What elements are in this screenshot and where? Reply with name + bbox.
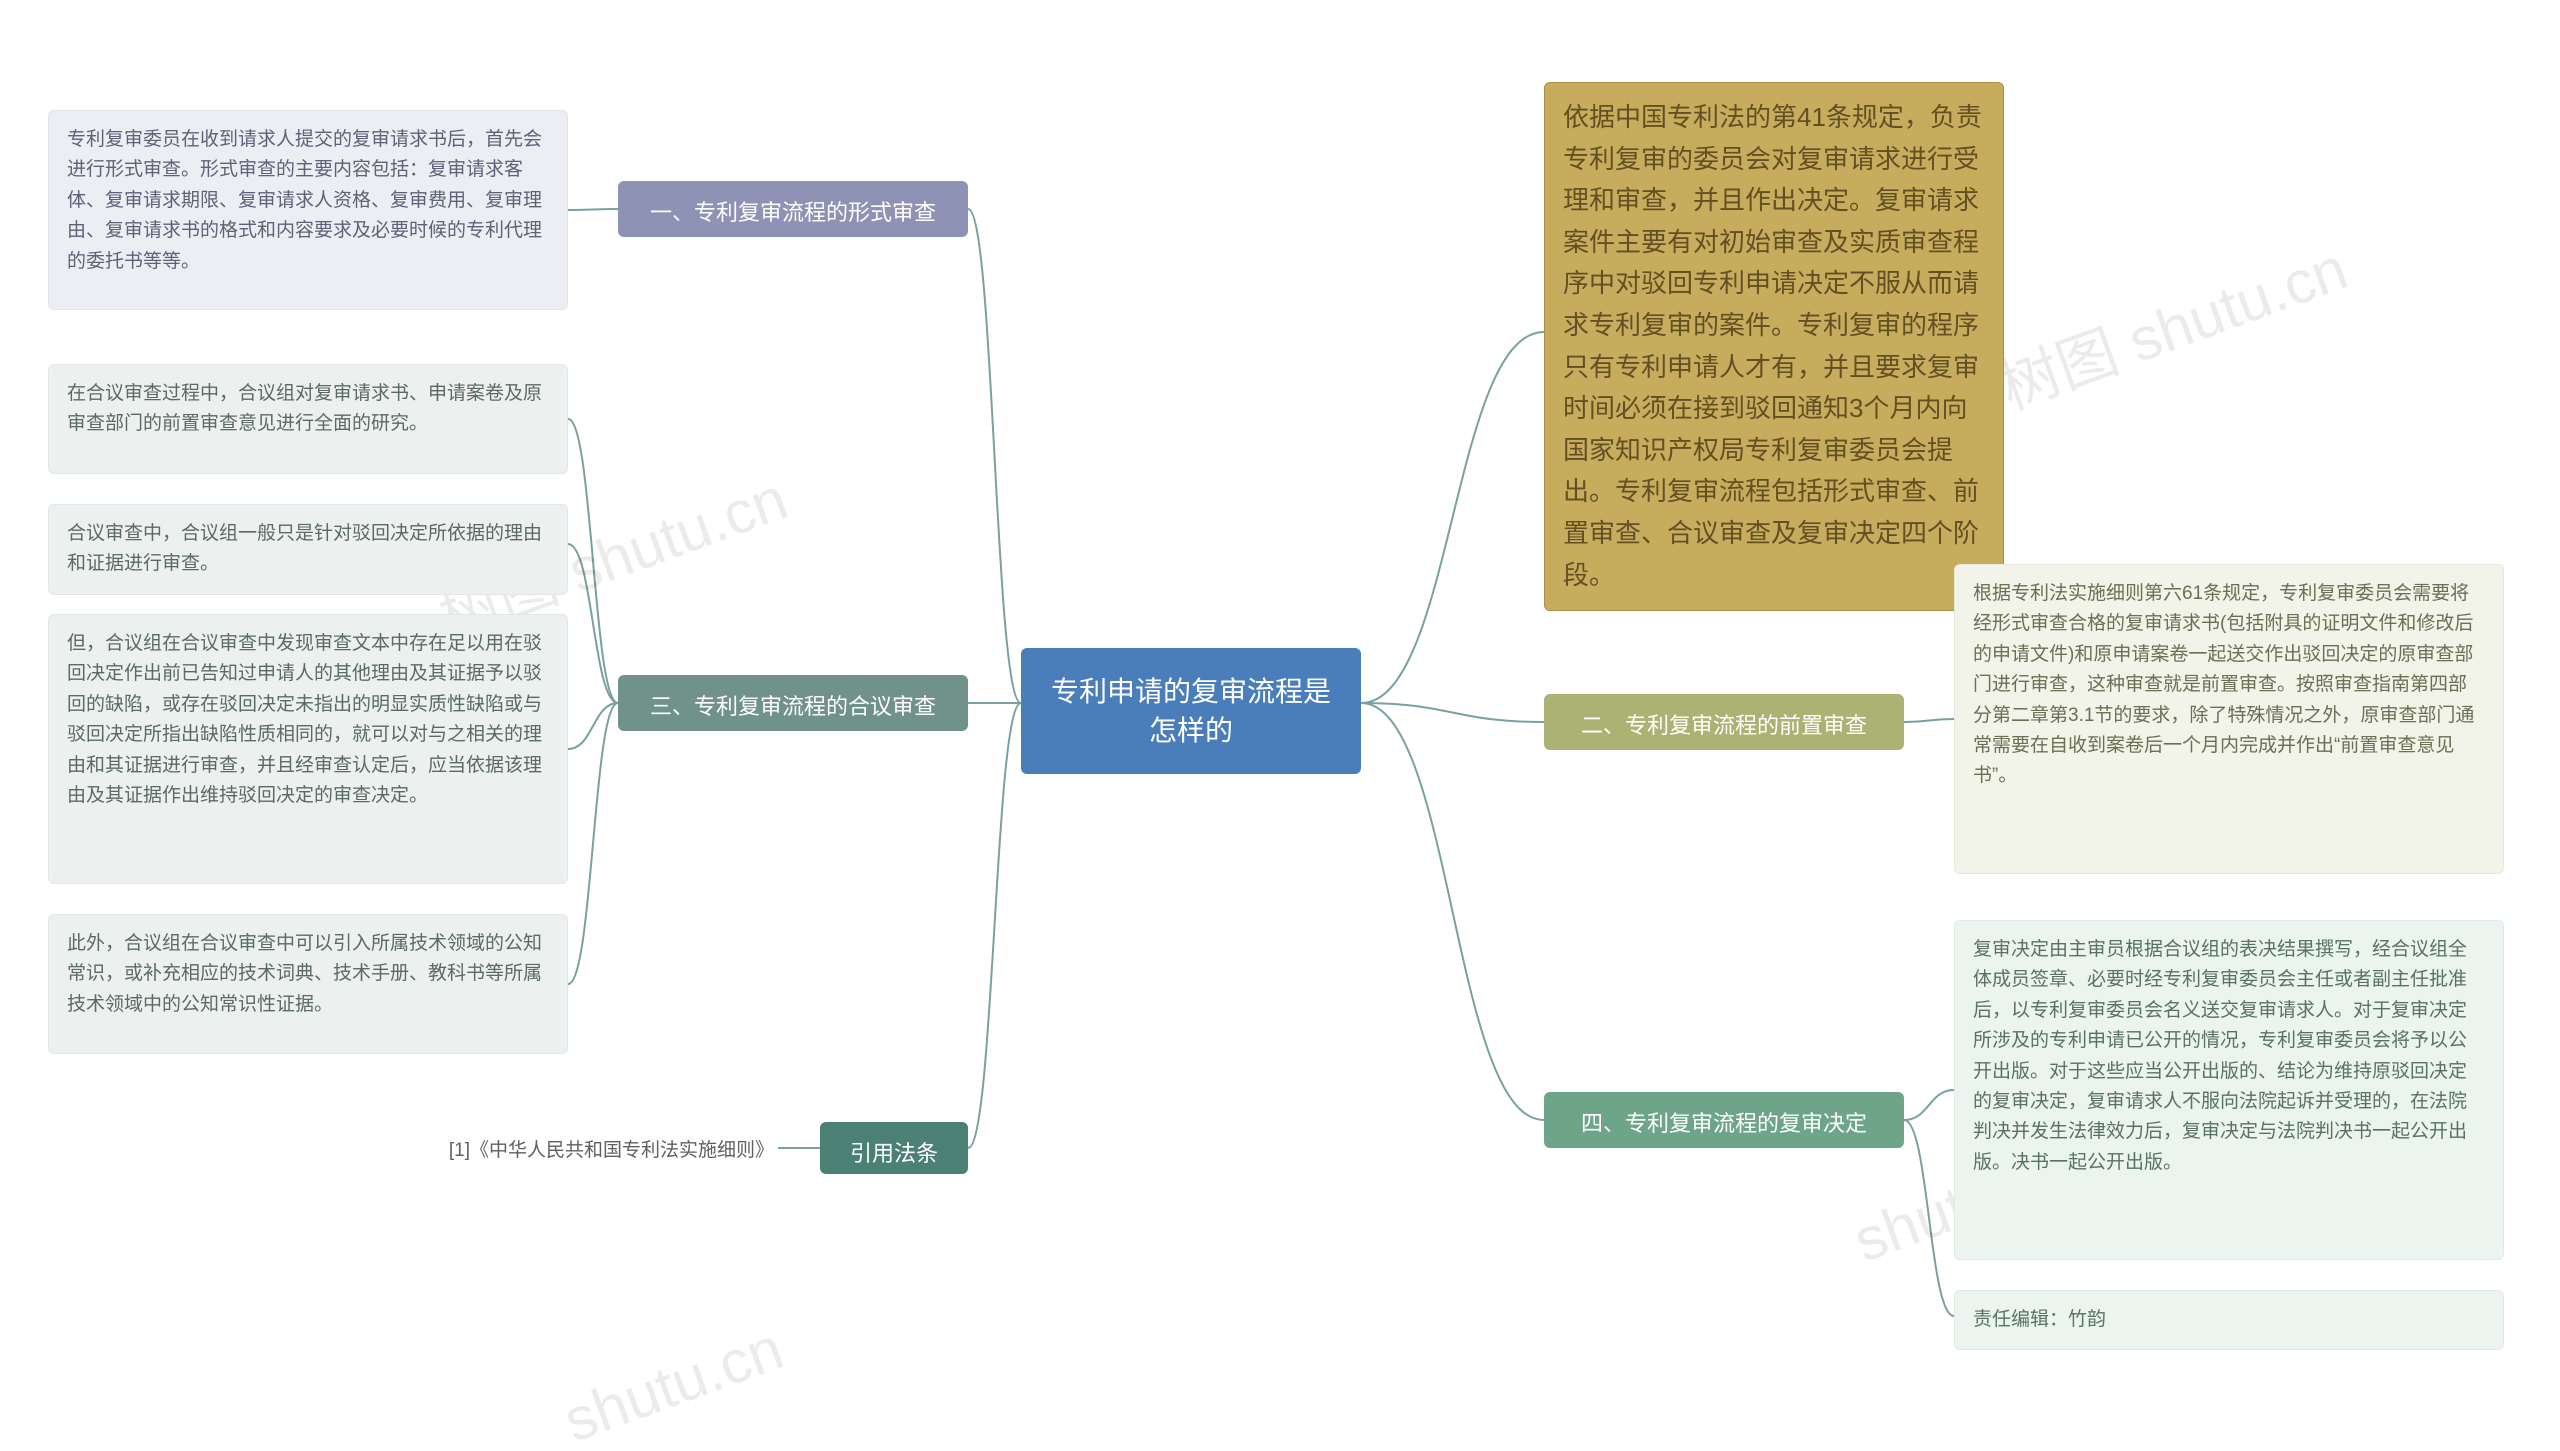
leaf-node[interactable]: 在合议审查过程中，合议组对复审请求书、申请案卷及原审查部门的前置审查意见进行全面…: [48, 364, 568, 474]
leaf-node[interactable]: 但，合议组在合议审查中发现审查文本中存在足以用在驳回决定作出前已告知过申请人的其…: [48, 614, 568, 884]
leaf-node[interactable]: [1]《中华人民共和国专利法实施细则》: [358, 1128, 778, 1174]
leaf-node[interactable]: 根据专利法实施细则第六61条规定，专利复审委员会需要将经形式审查合格的复审请求书…: [1954, 564, 2504, 874]
branch-node[interactable]: 引用法条: [820, 1122, 968, 1174]
branch-node[interactable]: 一、专利复审流程的形式审查: [618, 181, 968, 237]
leaf-node[interactable]: 复审决定由主审员根据合议组的表决结果撰写，经合议组全体成员签章、必要时经专利复审…: [1954, 920, 2504, 1260]
leaf-node[interactable]: 合议审查中，合议组一般只是针对驳回决定所依据的理由和证据进行审查。: [48, 504, 568, 595]
leaf-node[interactable]: 专利复审委员在收到请求人提交的复审请求书后，首先会进行形式审查。形式审查的主要内…: [48, 110, 568, 310]
leaf-node[interactable]: 此外，合议组在合议审查中可以引入所属技术领域的公知常识，或补充相应的技术词典、技…: [48, 914, 568, 1054]
branch-node[interactable]: 二、专利复审流程的前置审查: [1544, 694, 1904, 750]
watermark: shutu.cn: [555, 1313, 792, 1451]
watermark: 树图 shutu.cn: [1986, 220, 2357, 426]
branch-node[interactable]: 四、专利复审流程的复审决定: [1544, 1092, 1904, 1148]
branch-node[interactable]: 三、专利复审流程的合议审查: [618, 675, 968, 731]
mindmap-canvas: 树图 shutu.cn树图 shutu.cnshutu.cnshutu.cn专利…: [0, 0, 2560, 1451]
root-node[interactable]: 专利申请的复审流程是怎样的: [1021, 648, 1361, 774]
leaf-node[interactable]: 责任编辑：竹韵: [1954, 1290, 2504, 1350]
leaf-node[interactable]: 依据中国专利法的第41条规定，负责专利复审的委员会对复审请求进行受理和审查，并且…: [1544, 82, 2004, 611]
